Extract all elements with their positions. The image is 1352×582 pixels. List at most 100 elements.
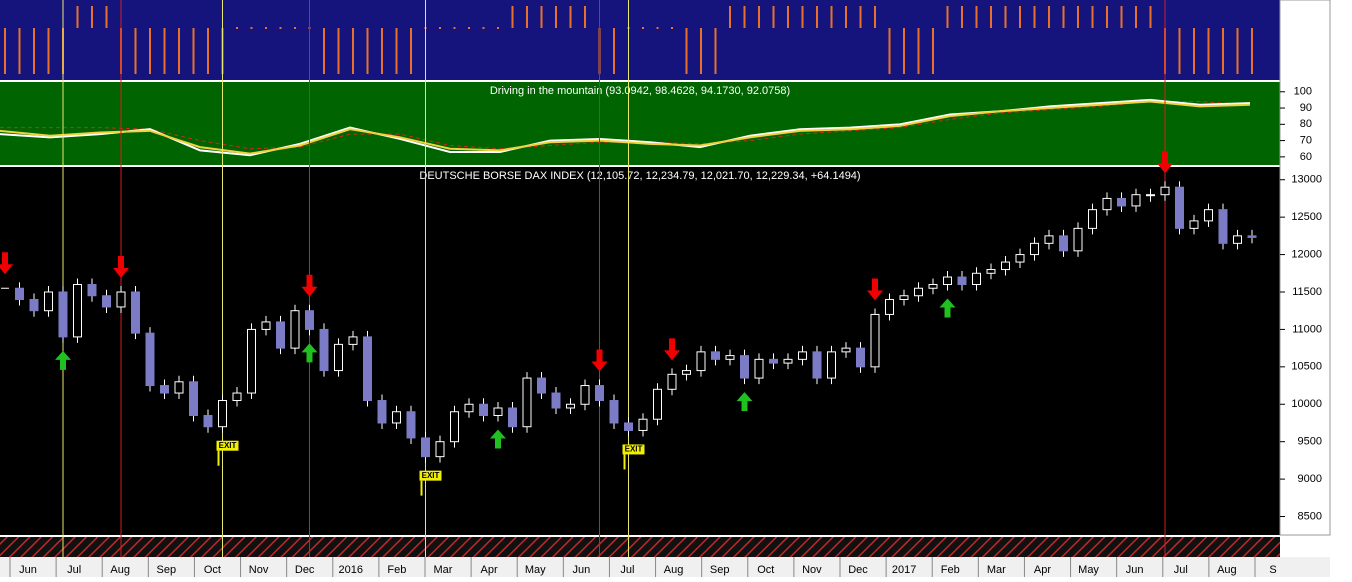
candle <box>1001 261 1010 271</box>
buy-arrow <box>301 343 318 363</box>
candle <box>392 411 401 424</box>
x-tick-label: Mar <box>434 564 453 576</box>
candle <box>290 310 300 349</box>
candle <box>450 411 459 443</box>
candle <box>1044 235 1054 244</box>
candle <box>841 347 851 353</box>
y-tick-label: 12500 <box>1291 211 1322 223</box>
x-tick-label: Aug <box>110 564 130 576</box>
candle <box>1030 242 1039 256</box>
x-tick-label: Jul <box>1174 564 1188 576</box>
x-tick-label: Oct <box>757 564 774 576</box>
signal-dot <box>642 27 644 29</box>
candle <box>464 403 474 413</box>
candle <box>986 269 996 274</box>
candle <box>1247 235 1257 238</box>
sell-arrow <box>591 349 608 372</box>
candle <box>232 392 242 402</box>
candle <box>174 381 184 394</box>
exit-label: EXIT <box>219 441 237 450</box>
candle <box>363 336 372 402</box>
candle <box>740 355 749 379</box>
candle <box>899 295 909 300</box>
candle <box>1117 197 1126 207</box>
x-tick-label: Jun <box>572 564 590 576</box>
y-tick-label: 9500 <box>1298 436 1322 448</box>
candle <box>972 272 981 286</box>
candle <box>421 437 430 458</box>
sell-arrow <box>0 252 13 275</box>
oscillator-line <box>0 98 1251 157</box>
price-title: DEUTSCHE BORSE DAX INDEX (12,105.72, 12,… <box>419 170 860 182</box>
candle <box>957 276 967 286</box>
buy-arrow <box>55 350 71 370</box>
y-tick-label: 12000 <box>1291 248 1322 260</box>
candle <box>566 403 575 409</box>
sell-arrow <box>867 278 883 301</box>
candle <box>943 276 952 286</box>
candle <box>1175 186 1184 229</box>
price-panel <box>0 167 1280 535</box>
x-tick-label: 2017 <box>892 564 916 576</box>
x-tick-label: Jun <box>19 564 37 576</box>
signal-dot <box>294 27 296 29</box>
candle <box>827 351 836 379</box>
y-tick-label: 60 <box>1300 151 1312 163</box>
candle <box>29 298 39 312</box>
candle <box>522 377 532 428</box>
candle <box>537 377 546 394</box>
x-tick-label: Oct <box>204 564 221 576</box>
x-tick-label: Jul <box>67 564 81 576</box>
x-tick-label: Aug <box>664 564 684 576</box>
signal-dot <box>236 27 238 29</box>
candle <box>1160 186 1170 196</box>
candle <box>116 291 126 308</box>
x-tick-label: Nov <box>249 564 269 576</box>
candle <box>160 385 169 394</box>
candle <box>1204 209 1213 222</box>
candle <box>261 321 271 330</box>
candle <box>624 422 633 431</box>
candle <box>609 400 619 424</box>
x-tick-label: Aug <box>1217 564 1237 576</box>
candle <box>769 358 778 364</box>
exit-label: EXIT <box>625 445 643 454</box>
candle <box>1146 194 1155 197</box>
candle <box>247 328 256 394</box>
y-tick-label: 100 <box>1294 86 1312 98</box>
candle <box>1189 220 1199 229</box>
buy-arrow <box>736 392 753 412</box>
sell-arrow <box>301 274 318 297</box>
y-tick-label: 11500 <box>1292 286 1322 298</box>
sell-arrow <box>113 255 129 278</box>
candle <box>783 358 793 364</box>
candle <box>682 370 691 375</box>
y-tick-label: 9000 <box>1298 473 1322 485</box>
candle <box>58 291 68 338</box>
candle <box>131 291 140 334</box>
y-tick-label: 10500 <box>1291 361 1322 373</box>
candle <box>580 385 590 405</box>
right-axis <box>1279 0 1331 536</box>
x-tick-label: Sep <box>157 564 177 576</box>
exit-box <box>419 470 442 481</box>
signal-dot <box>497 27 499 29</box>
candle <box>885 298 894 315</box>
signal-dot <box>656 27 659 29</box>
oscillator-line <box>0 100 1251 155</box>
buy-arrow <box>490 429 506 449</box>
candle <box>696 351 706 372</box>
signal-panel <box>0 0 1280 80</box>
y-tick-label: 10000 <box>1291 398 1322 410</box>
candle <box>798 351 807 360</box>
signal-dot <box>482 27 485 29</box>
y-tick-label: 90 <box>1300 102 1312 114</box>
x-tick-label: Dec <box>848 564 868 576</box>
x-tick-label: Apr <box>1034 564 1051 576</box>
x-tick-label: Jun <box>1126 564 1144 576</box>
signal-dot <box>468 27 470 29</box>
candle <box>189 381 198 416</box>
candle <box>856 347 865 368</box>
candle <box>725 355 735 360</box>
candle <box>493 407 503 416</box>
